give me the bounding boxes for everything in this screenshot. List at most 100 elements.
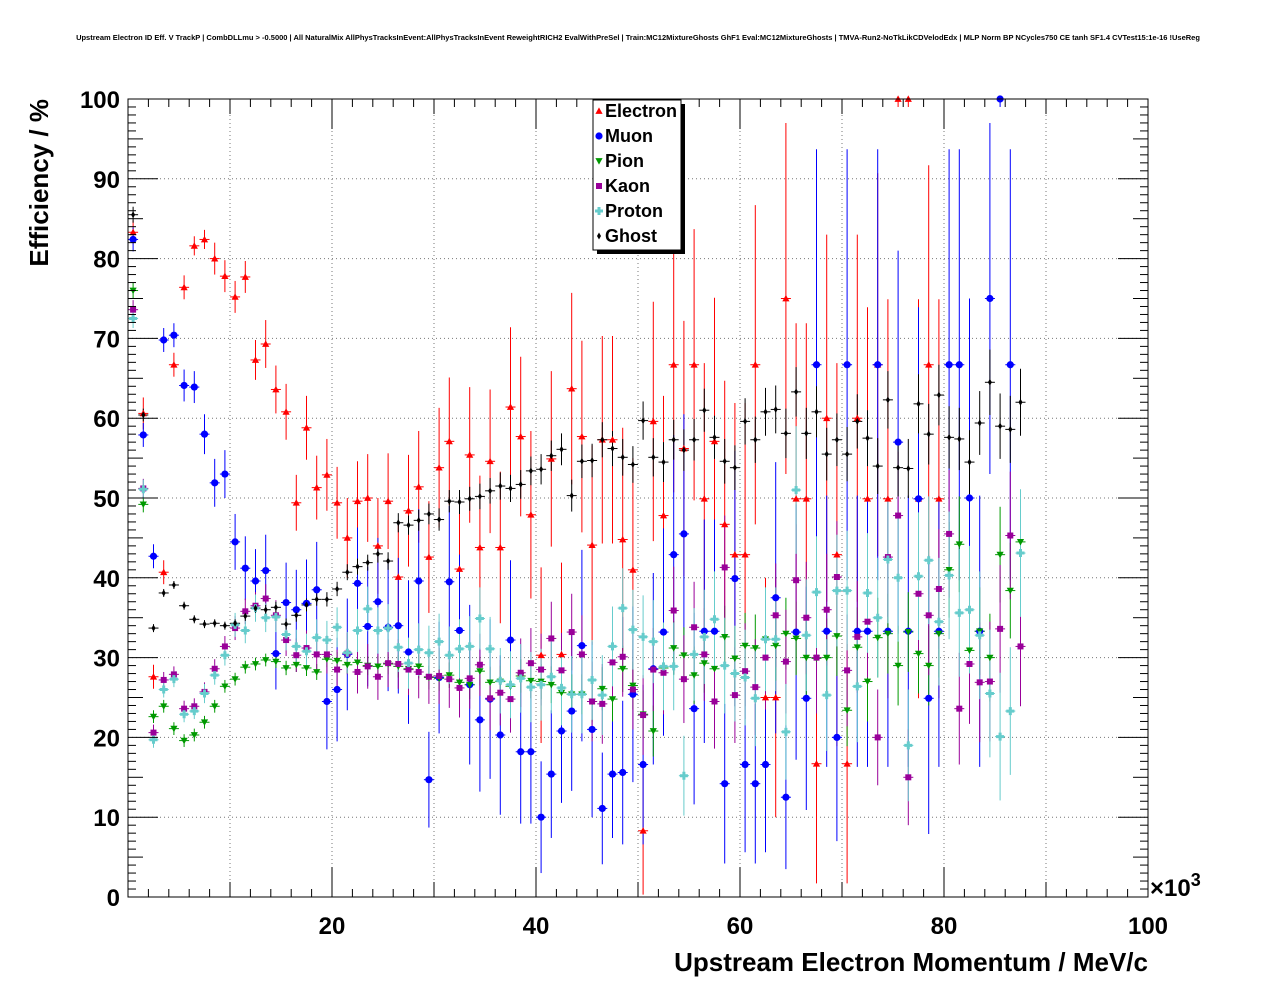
proton-point <box>373 626 382 635</box>
y-tick-label: 10 <box>93 805 120 832</box>
legend-marker-muon <box>595 132 603 140</box>
ghost-point <box>794 388 799 396</box>
proton-point <box>312 633 321 642</box>
ghost-point <box>916 400 921 408</box>
pion-point <box>170 725 178 733</box>
ghost-point <box>477 492 482 500</box>
x-tick-label: 20 <box>319 913 346 940</box>
pion-point <box>853 644 861 651</box>
muon-point <box>241 564 249 572</box>
pion-point <box>874 634 882 642</box>
pion-point <box>557 689 566 697</box>
ghost-point <box>814 408 819 416</box>
kaon-point <box>293 652 300 659</box>
electron-point <box>466 451 474 458</box>
proton-point <box>628 625 637 634</box>
kaon-point <box>517 669 524 676</box>
proton-point <box>904 741 913 750</box>
proton-point <box>914 572 923 581</box>
electron-point <box>251 356 260 363</box>
proton-point <box>720 661 729 670</box>
proton-point <box>475 614 484 623</box>
proton-point <box>169 675 178 684</box>
electron-point <box>690 361 698 368</box>
proton-point <box>802 631 811 640</box>
proton-point <box>639 632 648 641</box>
kaon-point <box>752 684 759 691</box>
proton-point <box>1006 707 1015 716</box>
muon-point <box>425 776 433 784</box>
kaon-point <box>935 585 942 592</box>
muon-point <box>568 707 576 715</box>
proton-point <box>792 486 801 495</box>
muon-point <box>415 577 423 585</box>
kaon-point <box>874 734 881 741</box>
muon-point <box>1006 361 1014 369</box>
ghost-point <box>712 433 717 441</box>
kaon-point <box>925 612 932 619</box>
ghost-point <box>171 581 176 589</box>
muon-point <box>364 622 372 631</box>
electron-point <box>537 651 545 659</box>
kaon-point <box>823 606 830 613</box>
muon-point <box>965 494 974 502</box>
ghost-point <box>437 516 442 524</box>
electron-point <box>190 242 198 249</box>
electron-point <box>761 693 770 701</box>
electron-point <box>802 495 810 502</box>
electron-point <box>313 484 321 491</box>
electron-point <box>843 760 851 767</box>
pion-point <box>894 662 902 670</box>
kaon-point <box>946 530 953 537</box>
electron-point <box>435 464 443 471</box>
proton-point <box>975 631 984 640</box>
ghost-point <box>202 620 207 628</box>
error-bars <box>128 98 1026 895</box>
pion-point <box>965 647 974 655</box>
kaon-point <box>548 635 555 642</box>
muon-point <box>588 725 596 734</box>
ghost-point <box>824 450 829 458</box>
ghost-point <box>182 602 187 610</box>
electron-point <box>221 272 229 280</box>
proton-point <box>547 672 556 681</box>
legend-marker-ghost <box>597 232 601 240</box>
electron-point <box>404 507 413 514</box>
pion-point <box>741 642 749 650</box>
legend-label-kaon: Kaon <box>605 176 650 196</box>
kaon-point <box>160 676 167 683</box>
kaon-point <box>905 774 912 781</box>
muon-point <box>527 748 535 756</box>
muon-point <box>506 636 515 644</box>
kaon-point <box>772 612 779 619</box>
pion-point <box>945 566 953 574</box>
electron-point <box>557 650 566 658</box>
proton-point <box>985 689 994 698</box>
electron-point <box>629 566 637 573</box>
muon-point <box>160 336 168 344</box>
ghost-point <box>753 436 758 444</box>
muon-point <box>221 470 229 478</box>
electron-point <box>211 255 219 262</box>
y-tick-label: 30 <box>93 646 120 673</box>
kaon-point <box>701 651 708 658</box>
muon-point <box>313 586 321 594</box>
electron-point <box>496 543 504 551</box>
kaon-point <box>374 673 381 680</box>
proton-point <box>435 637 444 646</box>
ghost-point <box>335 585 340 593</box>
pion-point <box>374 663 382 670</box>
muon-point <box>231 538 239 546</box>
proton-point <box>486 644 495 653</box>
muon-point <box>547 770 555 778</box>
ghost-point <box>284 620 289 628</box>
proton-point <box>690 650 699 659</box>
ghost-point <box>702 406 707 414</box>
proton-point <box>271 612 280 621</box>
muon-point <box>659 628 668 636</box>
muon-point <box>853 627 861 635</box>
ghost-point <box>222 622 227 630</box>
proton-point <box>404 659 413 668</box>
ghost-point <box>987 378 992 386</box>
muon-point <box>751 780 759 788</box>
